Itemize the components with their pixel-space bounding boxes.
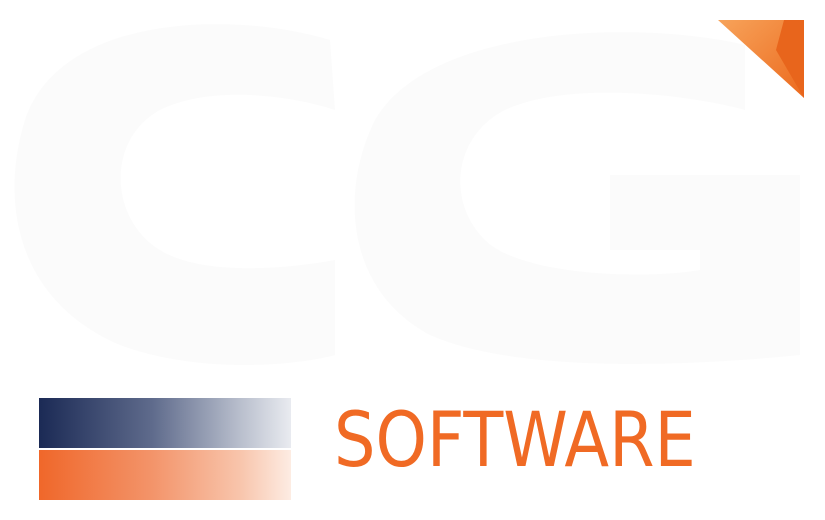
navy-gradient-bar — [39, 398, 291, 448]
corner-triangle-icon — [718, 20, 804, 98]
cg-watermark-monogram — [0, 0, 825, 380]
software-wordmark: SOFTWARE — [334, 380, 738, 500]
orange-gradient-bar — [39, 450, 291, 500]
c-letter-shape — [14, 24, 335, 365]
